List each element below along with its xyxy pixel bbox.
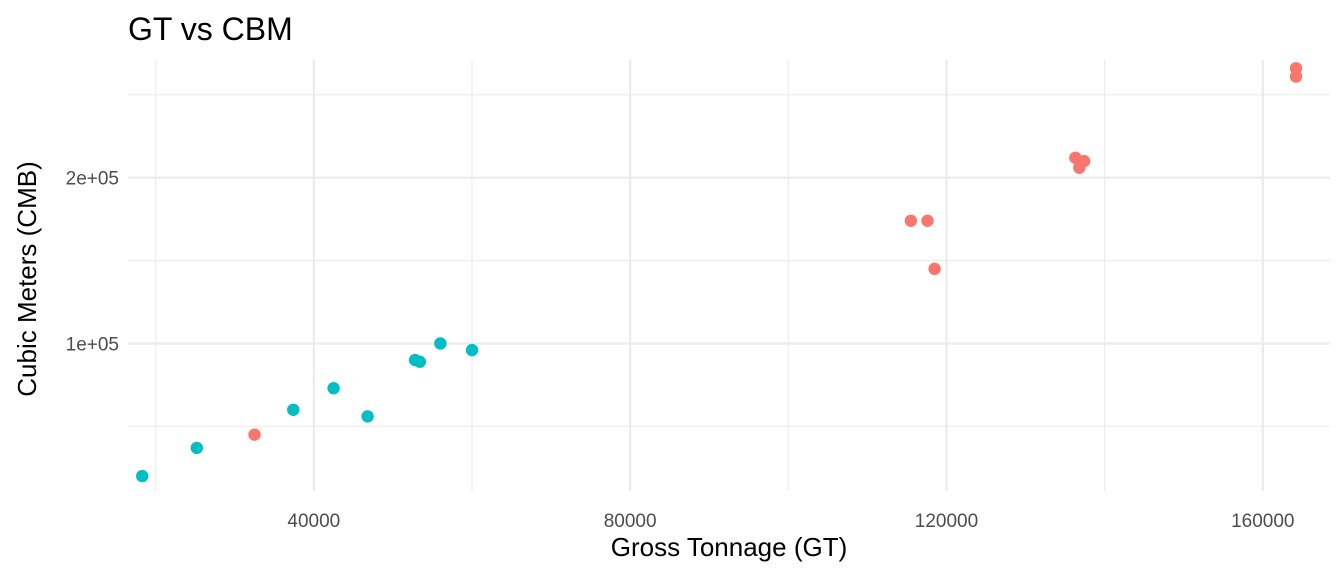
x-tick-label: 120000	[915, 511, 978, 532]
data-point	[287, 403, 300, 416]
data-point	[928, 262, 941, 276]
chart-title: GT vs CBM	[128, 11, 293, 47]
y-axis-title: Cubic Meters (CMB)	[12, 161, 42, 396]
y-tick-label: 1e+05	[66, 334, 119, 355]
data-point	[413, 355, 427, 368]
x-tick-label: 80000	[604, 511, 657, 532]
data-point	[1077, 154, 1091, 168]
data-point	[361, 410, 374, 423]
data-point	[921, 214, 934, 227]
data-point	[465, 343, 479, 357]
x-tick-label: 160000	[1231, 511, 1294, 532]
data-point	[434, 337, 447, 350]
x-axis-title: Gross Tonnage (GT)	[611, 532, 848, 562]
data-point	[904, 214, 918, 227]
data-point	[1289, 70, 1303, 83]
data-point	[327, 382, 340, 395]
y-tick-label: 2e+05	[66, 169, 119, 190]
y-axis-tick-labels: 1e+05 2e+05	[66, 169, 119, 356]
data-point	[190, 441, 203, 455]
data-point	[248, 428, 261, 441]
minor-gridlines	[128, 60, 1330, 491]
x-tick-label: 40000	[287, 511, 340, 532]
data-point	[136, 469, 149, 483]
data-points	[136, 62, 1303, 483]
x-axis-tick-labels: 40000 80000 120000 160000	[287, 511, 1294, 532]
major-gridlines	[128, 60, 1330, 491]
